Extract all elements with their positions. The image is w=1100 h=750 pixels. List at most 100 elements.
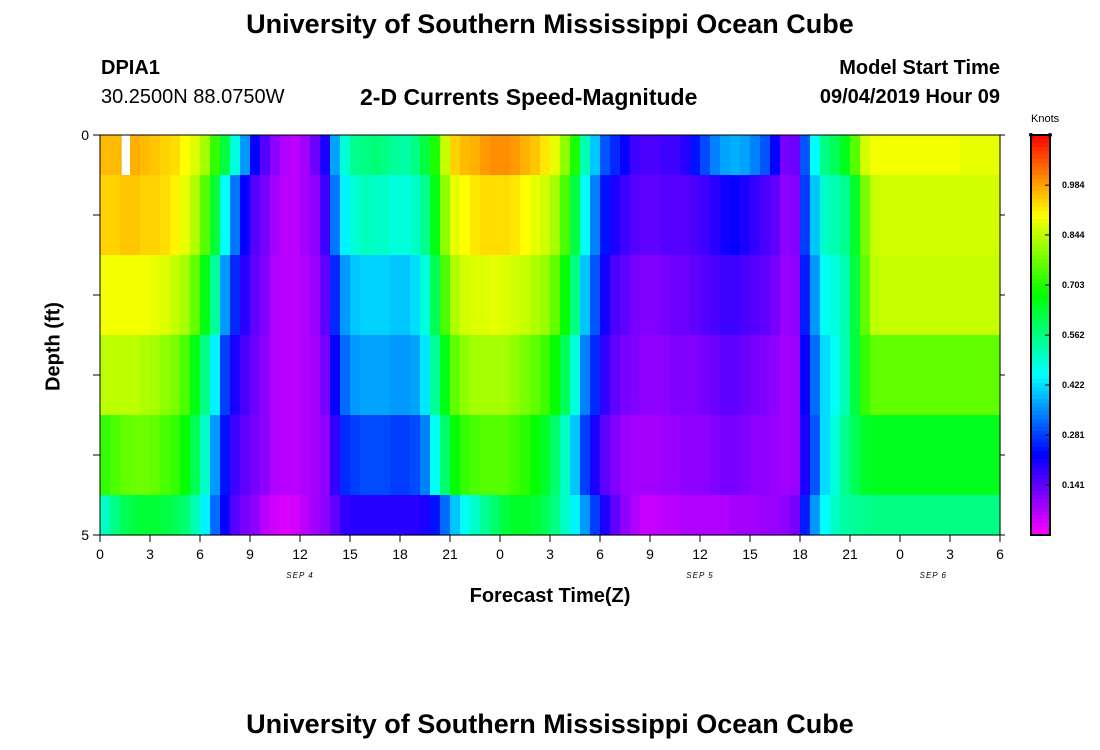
heatmap-cell (380, 335, 391, 416)
heatmap-cell (250, 415, 261, 496)
colorbar-band (1031, 247, 1050, 252)
colorbar-band (1031, 395, 1050, 400)
heatmap-cell (290, 415, 301, 496)
heatmap-cell (300, 255, 311, 336)
heatmap-cell (580, 135, 591, 176)
heatmap-cell (140, 495, 151, 536)
x-tick-label: 21 (442, 546, 458, 562)
heatmap-cell (250, 495, 261, 536)
heatmap-cell (490, 135, 501, 176)
heatmap-cell (480, 415, 491, 496)
heatmap-cell (570, 135, 581, 176)
heatmap-cell (120, 175, 131, 256)
colorbar-band (1031, 515, 1050, 520)
heatmap-cell (930, 255, 941, 336)
heatmap-cell (120, 415, 131, 496)
heatmap-cell (760, 495, 771, 536)
heatmap-cell (220, 415, 231, 496)
colorbar-band (1031, 319, 1050, 324)
heatmap-cell (730, 175, 741, 256)
colorbar-band (1031, 347, 1050, 352)
heatmap-cell (220, 175, 231, 256)
heatmap-cell (130, 175, 141, 256)
heatmap-cell (350, 175, 361, 256)
heatmap-cell (290, 175, 301, 256)
heatmap-cell (870, 415, 881, 496)
colorbar-tick-label: 0.844 (1062, 230, 1085, 240)
heatmap-cell (610, 255, 621, 336)
heatmap-cell (560, 135, 571, 176)
heatmap-cell (990, 255, 1001, 336)
heatmap-cell (270, 175, 281, 256)
colorbar-band (1031, 343, 1050, 348)
heatmap-cell (610, 495, 621, 536)
heatmap-cell (780, 255, 791, 336)
heatmap-cell (730, 495, 741, 536)
heatmap-cell (970, 255, 981, 336)
heatmap-cell (100, 335, 111, 416)
heatmap-cell (790, 175, 801, 256)
heatmap-cell (390, 175, 401, 256)
heatmap-cell (430, 135, 441, 176)
heatmap-cell (150, 135, 161, 176)
heatmap-cell (640, 335, 651, 416)
heatmap-cell (470, 495, 481, 536)
heatmap-cell (820, 255, 831, 336)
heatmap-cell (450, 135, 461, 176)
heatmap-cell (910, 415, 921, 496)
colorbar-band (1031, 227, 1050, 232)
heatmap-cell (790, 495, 801, 536)
heatmap-cell (410, 175, 421, 256)
heatmap-cell (210, 135, 221, 176)
heatmap-cell (580, 175, 591, 256)
heatmap-cell (280, 255, 291, 336)
heatmap-cell (940, 495, 951, 536)
colorbar-band (1031, 167, 1050, 172)
heatmap-cell (240, 415, 251, 496)
heatmap-cell (720, 335, 731, 416)
x-tick-label: 6 (596, 546, 604, 562)
heatmap-cell (670, 175, 681, 256)
heatmap-cell (310, 335, 321, 416)
heatmap-cell (530, 415, 541, 496)
heatmap-cell (920, 415, 931, 496)
heatmap-cell (200, 175, 211, 256)
heatmap-cell (550, 175, 561, 256)
heatmap-cell (910, 135, 921, 176)
heatmap-cell (400, 255, 411, 336)
heatmap-cell (420, 415, 431, 496)
heatmap-cell (300, 335, 311, 416)
heatmap-cell (460, 335, 471, 416)
heatmap-cell (950, 415, 961, 496)
heatmap-cell (420, 135, 431, 176)
heatmap-cell (120, 335, 131, 416)
heatmap-cell (950, 175, 961, 256)
heatmap-cell (170, 495, 181, 536)
heatmap-cell (450, 415, 461, 496)
heatmap-cell (980, 255, 991, 336)
heatmap-cell (700, 495, 711, 536)
heatmap-cell (180, 135, 191, 176)
heatmap-cell (130, 415, 141, 496)
heatmap-cell (520, 135, 531, 176)
heatmap-cell (510, 135, 521, 176)
heatmap-cell (220, 135, 231, 176)
heatmap-cell (320, 415, 331, 496)
heatmap-cell (340, 255, 351, 336)
heatmap-cell (410, 255, 421, 336)
colorbar-band (1031, 479, 1050, 484)
heatmap-cell (260, 335, 271, 416)
heatmap-cell (770, 135, 781, 176)
heatmap-cell (160, 415, 171, 496)
colorbar-band (1031, 215, 1050, 220)
colorbar-band (1031, 403, 1050, 408)
colorbar-band (1031, 219, 1050, 224)
heatmap-cell (190, 415, 201, 496)
heatmap-cell (540, 175, 551, 256)
heatmap-cell (730, 255, 741, 336)
heatmap-cell (900, 135, 911, 176)
colorbar-band (1031, 335, 1050, 340)
heatmap-cell (590, 255, 601, 336)
x-day-label: SEP 5 (686, 571, 713, 580)
heatmap-cell (690, 175, 701, 256)
